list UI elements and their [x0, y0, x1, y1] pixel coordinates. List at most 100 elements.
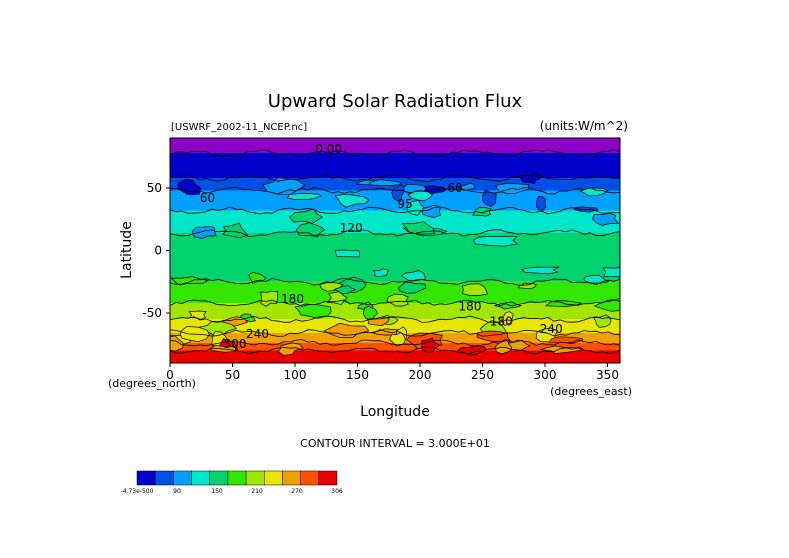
- contour-patch-38: [260, 290, 278, 307]
- contour-line-4: [170, 229, 620, 237]
- contour-patch-68: [548, 336, 584, 344]
- contour-patch-33: [334, 249, 360, 258]
- contour-label-3: 95: [397, 197, 412, 211]
- contour-patch-18: [422, 204, 442, 218]
- contour-label-6: 180: [459, 300, 482, 314]
- colorbar: -4.73e-500 90 150 210 270 306: [121, 470, 343, 495]
- x-tick-label-7: 350: [596, 368, 619, 382]
- colorbar-swatch-5: [227, 470, 247, 486]
- contour-patch-79: [494, 339, 512, 355]
- value-band-6: [170, 281, 620, 303]
- contour-patch-41: [397, 281, 427, 294]
- contour-line-5: [170, 277, 620, 286]
- contour-line-0: [170, 148, 620, 157]
- contour-patch-51: [294, 303, 332, 319]
- contour-patch-32: [401, 270, 426, 282]
- colorbar-label-2: 150: [211, 488, 223, 495]
- x-tick-label-6: 300: [534, 368, 557, 382]
- colorbar-swatch-8: [282, 470, 301, 486]
- contour-patch-12: [391, 184, 405, 202]
- value-band-3: [170, 190, 620, 211]
- contour-patch-24: [591, 213, 620, 226]
- contour-patch-42: [518, 282, 537, 289]
- colorbar-swatch-4: [209, 470, 229, 486]
- contour-label-2: 60: [447, 181, 462, 195]
- colorbar-label-5: 306: [331, 488, 343, 495]
- contour-patch-21: [191, 225, 217, 239]
- y-tick-label-2: -50: [142, 306, 162, 320]
- contour-label-0: 0.00: [315, 142, 342, 156]
- colorbar-label-4: 270: [291, 488, 303, 495]
- contour-patch-50: [593, 297, 620, 312]
- contour-patch-28: [583, 274, 610, 284]
- contour-line-6: [170, 299, 620, 307]
- x-axis: 0 50 100 150 200 250 300 350: [166, 363, 619, 382]
- colorbar-swatch-6: [245, 470, 265, 486]
- contour-patch-72: [278, 342, 304, 356]
- x-tick-label-1: 50: [225, 368, 240, 382]
- value-band-10: [170, 343, 620, 351]
- x-tick-label-2: 100: [284, 368, 307, 382]
- contour-patch-80: [540, 345, 584, 354]
- contour-line-1: [170, 174, 620, 183]
- colorbar-swatch-3: [191, 470, 210, 486]
- contour-patch-17: [286, 193, 323, 200]
- contour-patch-56: [323, 322, 370, 339]
- chart-title: Upward Solar Radiation Flux: [268, 91, 523, 112]
- contour-label-1: 60: [200, 191, 215, 205]
- colorbar-label-0: -4.73e-500: [121, 488, 154, 495]
- value-band-11: [170, 350, 620, 363]
- x-tick-label-3: 150: [346, 368, 369, 382]
- value-band-0: [170, 138, 620, 153]
- colorbar-swatch-2: [173, 470, 192, 486]
- contour-patch-23: [222, 222, 249, 239]
- contour-label-9: 240: [540, 322, 563, 336]
- colorbar-swatch-1: [154, 470, 174, 486]
- contour-lines: [170, 148, 620, 355]
- contour-patch-76: [421, 337, 441, 353]
- contour-patch-35: [602, 266, 620, 278]
- contour-patch-27: [170, 276, 210, 286]
- contour-patch-9: [535, 195, 547, 211]
- contour-patch-47: [494, 301, 523, 310]
- dataset-label: [USWRF_2002-11_NCEP.nc]: [171, 122, 307, 133]
- contour-patch-37: [461, 283, 489, 296]
- contour-patch-10: [334, 193, 370, 208]
- y-unit-label: (degrees_north): [108, 377, 196, 390]
- contour-line-9: [170, 339, 620, 347]
- contour-patch-3: [456, 182, 475, 192]
- colorbar-label-3: 210: [251, 488, 263, 495]
- contour-line-3: [170, 206, 620, 215]
- y-axis-title: Latitude: [119, 221, 135, 279]
- contour-label-8: 240: [246, 327, 269, 341]
- contour-patch-29: [372, 268, 389, 278]
- contour-label-5: 180: [281, 292, 304, 306]
- contour-interval-text: CONTOUR INTERVAL = 3.000E+01: [300, 437, 490, 450]
- colorbar-swatch-10: [318, 470, 338, 486]
- contour-line-10: [170, 346, 620, 355]
- contour-line-8: [170, 329, 620, 337]
- value-band-5: [170, 233, 620, 282]
- contour-label-10: 300: [224, 337, 247, 351]
- contour-patch-8: [368, 179, 403, 186]
- value-band-4: [170, 210, 620, 233]
- contour-line-2: [170, 186, 620, 195]
- x-axis-title: Longitude: [360, 404, 430, 420]
- x-tick-label-5: 250: [471, 368, 494, 382]
- y-tick-label-1: 0: [154, 244, 162, 258]
- x-tick-label-4: 200: [409, 368, 432, 382]
- colorbar-swatch-9: [300, 470, 320, 486]
- units-label: (units:W/m^2): [540, 119, 628, 133]
- contour-label-7: 180: [490, 315, 513, 329]
- colorbar-swatch-7: [264, 470, 283, 486]
- contour-patch-30: [520, 266, 560, 275]
- x-unit-label: (degrees_east): [550, 385, 632, 398]
- y-tick-label-0: 50: [147, 181, 162, 195]
- x-tick-label-0: 0: [166, 368, 174, 382]
- y-axis: 50 0 -50: [142, 181, 170, 320]
- plot-area: [170, 138, 620, 363]
- contour-line-7: [170, 315, 620, 323]
